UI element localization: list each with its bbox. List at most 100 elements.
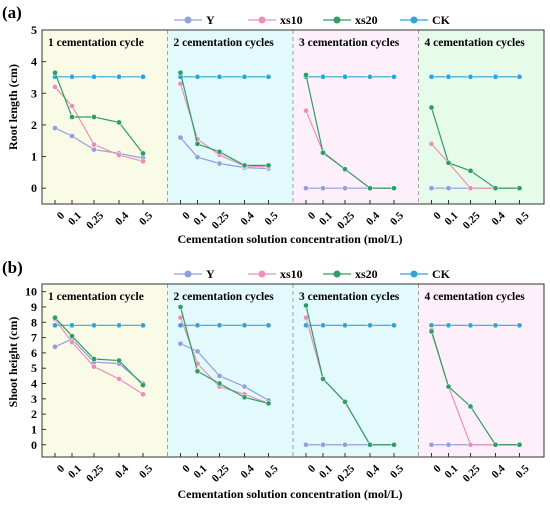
subplot-background: [293, 30, 419, 204]
data-point-xs20: [177, 304, 184, 310]
subplot-title: 2 cementation cycles: [174, 37, 275, 49]
x-tick-label: 0.5: [262, 209, 281, 228]
data-point-CK: [320, 73, 326, 80]
data-point-CK: [194, 322, 201, 329]
subplot-title: 3 cementation cycles: [299, 291, 400, 303]
legend-label-Y: Y: [206, 13, 215, 27]
legend-marker-CK: [410, 16, 418, 24]
legend-marker-CK: [410, 270, 418, 278]
data-point-CK: [241, 322, 248, 329]
data-point-xs20: [52, 69, 58, 76]
data-point-xs10: [52, 84, 58, 90]
y-tick-label: 5: [31, 361, 37, 375]
data-point-xs20: [116, 357, 122, 364]
data-point-xs10: [140, 158, 146, 165]
legend-label-xs20: xs20: [355, 13, 378, 27]
data-point-xs20: [91, 114, 97, 120]
plot-frame: [41, 283, 545, 458]
data-point-xs10: [116, 376, 122, 382]
y-tick-label: 7: [31, 331, 37, 345]
data-point-xs10: [91, 363, 97, 370]
x-tick-label: 0.1: [317, 463, 335, 481]
data-point-CK: [367, 73, 373, 80]
y-tick-label: 6: [31, 346, 37, 360]
legend-label-CK: CK: [432, 13, 451, 27]
data-point-CK: [492, 322, 499, 329]
data-point-xs20: [69, 333, 75, 339]
y-tick-label: 4: [31, 55, 37, 69]
data-point-xs10: [467, 441, 474, 448]
subplot-title: 4 cementation cycles: [425, 291, 526, 303]
data-point-xs10: [303, 107, 309, 114]
data-point-xs20: [391, 441, 397, 448]
legend-label-Y: Y: [206, 267, 215, 281]
panel-b-plot: 1 cementation cycle 2 cementation cycles 3…: [25, 283, 545, 485]
x-tick-label: 0.25: [84, 209, 106, 231]
data-point-xs20: [367, 185, 373, 192]
data-point-Y: [342, 441, 348, 448]
data-point-CK: [116, 73, 122, 80]
data-point-Y: [216, 373, 223, 379]
data-point-CK: [492, 73, 499, 80]
data-point-xs20: [428, 104, 435, 111]
data-point-Y: [69, 133, 75, 139]
data-point-CK: [516, 322, 523, 329]
data-point-xs20: [467, 167, 474, 174]
data-point-xs20: [492, 185, 499, 192]
data-point-xs20: [216, 148, 223, 155]
legend-marker-Y: [184, 270, 192, 278]
panel-a-xlabel: Cementation solution concentration (mol/…: [178, 232, 403, 246]
data-point-CK: [265, 322, 272, 329]
data-point-CK: [391, 73, 397, 80]
data-point-Y: [428, 441, 435, 448]
legend-label-xs10: xs10: [280, 267, 303, 281]
legend-marker-xs20: [333, 16, 341, 24]
y-tick-label: 9: [31, 300, 37, 314]
panel-a-ylabel: Root length (cm): [6, 64, 20, 150]
y-tick-label: 4: [31, 377, 37, 391]
panel-b-label: (b): [2, 258, 23, 277]
y-tick-label: 0: [31, 181, 37, 195]
data-point-CK: [467, 73, 474, 80]
data-point-xs20: [69, 114, 75, 120]
panel-a-label: (a): [2, 3, 22, 22]
x-tick-label: 0.4: [489, 209, 508, 228]
y-tick-label: 3: [31, 392, 37, 406]
data-point-xs20: [265, 162, 272, 169]
data-point-xs20: [216, 380, 223, 387]
data-point-CK: [342, 73, 348, 80]
data-point-CK: [241, 73, 248, 80]
data-point-xs20: [303, 302, 309, 309]
data-point-xs20: [342, 166, 348, 173]
subplot-title: 4 cementation cycles: [425, 37, 526, 49]
data-point-xs20: [265, 400, 272, 407]
data-point-xs20: [445, 160, 452, 166]
panel-b-ylabel: Shoot height (cm): [6, 317, 20, 408]
x-tick-label: 0.5: [137, 462, 156, 481]
data-point-xs20: [428, 328, 435, 335]
data-point-CK: [216, 322, 223, 329]
x-tick-label: 0.4: [364, 209, 383, 228]
data-point-CK: [216, 73, 223, 80]
subplot-background: [167, 30, 293, 204]
x-tick-label: 0.5: [513, 209, 532, 228]
data-point-CK: [265, 73, 272, 80]
legend-marker-xs10: [258, 270, 266, 278]
data-point-CK: [140, 322, 146, 329]
x-tick-label: 0.1: [191, 210, 209, 228]
data-point-Y: [91, 146, 97, 153]
data-point-Y: [445, 441, 452, 448]
x-tick-label: 0.1: [317, 210, 335, 228]
x-tick-label: 0.25: [210, 462, 232, 484]
data-point-Y: [194, 348, 201, 355]
x-tick-label: 0.1: [442, 210, 460, 228]
x-tick-label: 0.4: [238, 209, 257, 228]
data-point-xs20: [492, 441, 499, 448]
x-tick-label: 0.4: [238, 462, 257, 481]
data-point-Y: [52, 125, 58, 131]
data-point-xs20: [91, 356, 97, 362]
plot-frame: [41, 29, 545, 205]
legend-label-xs10: xs10: [280, 13, 303, 27]
x-tick-label: 0.4: [113, 209, 132, 228]
data-point-xs20: [516, 185, 523, 192]
